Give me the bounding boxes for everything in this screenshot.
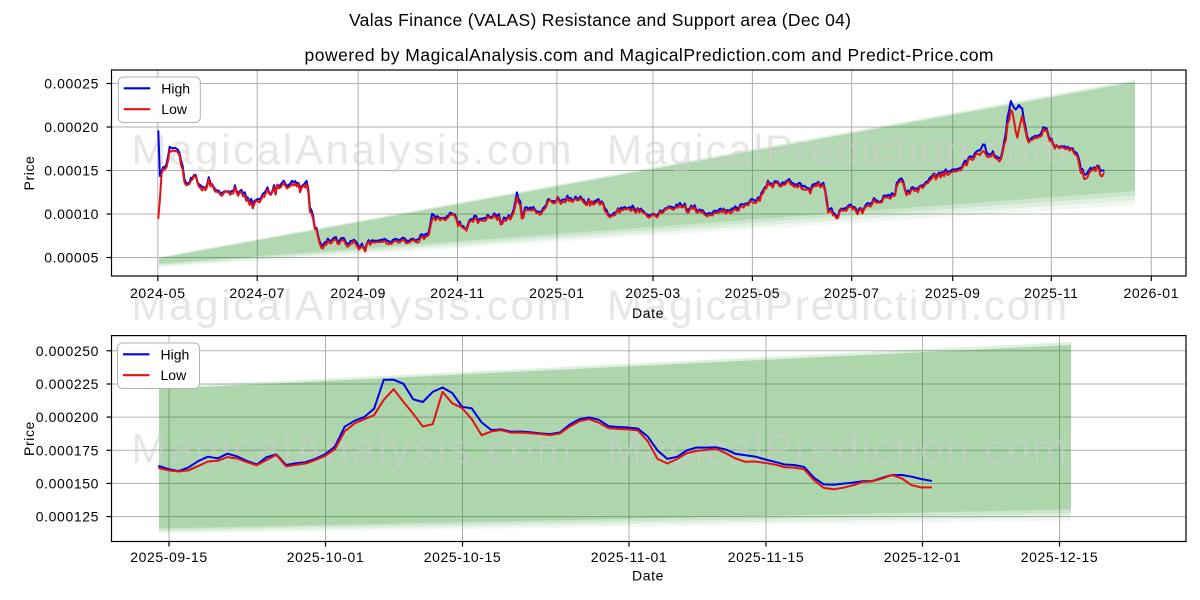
svg-text:2025-09-15: 2025-09-15 — [130, 549, 208, 565]
svg-text:Valas Finance (VALAS) Resistan: Valas Finance (VALAS) Resistance and Sup… — [349, 10, 851, 30]
svg-text:MagicalPrediction.com: MagicalPrediction.com — [607, 425, 1067, 472]
svg-text:2025-10-01: 2025-10-01 — [287, 549, 365, 565]
svg-text:2025-12-15: 2025-12-15 — [1021, 549, 1099, 565]
svg-text:MagicalAnalysis.com: MagicalAnalysis.com — [132, 425, 572, 472]
svg-text:2024-11: 2024-11 — [430, 285, 485, 301]
svg-text:Date: Date — [632, 305, 664, 321]
svg-text:MagicalPrediction.com: MagicalPrediction.com — [607, 281, 1067, 328]
svg-text:Price: Price — [21, 421, 37, 456]
svg-text:2025-07: 2025-07 — [824, 285, 880, 301]
svg-text:2025-12-01: 2025-12-01 — [884, 549, 962, 565]
svg-text:0.000225: 0.000225 — [36, 376, 99, 392]
svg-text:2024-09: 2024-09 — [330, 285, 386, 301]
svg-text:Low: Low — [161, 101, 188, 117]
svg-text:2024-05: 2024-05 — [130, 285, 186, 301]
svg-text:2025-11: 2025-11 — [1024, 285, 1079, 301]
svg-text:0.000200: 0.000200 — [36, 409, 99, 425]
svg-text:2025-11-01: 2025-11-01 — [591, 549, 668, 565]
svg-text:0.00005: 0.00005 — [44, 250, 99, 266]
svg-text:2024-07: 2024-07 — [229, 285, 285, 301]
svg-text:powered by MagicalAnalysis.com: powered by MagicalAnalysis.com and Magic… — [305, 45, 994, 65]
svg-text:High: High — [161, 80, 190, 96]
svg-text:2025-03: 2025-03 — [625, 285, 681, 301]
svg-text:2025-11-15: 2025-11-15 — [728, 549, 805, 565]
svg-text:2025-10-15: 2025-10-15 — [424, 549, 502, 565]
svg-text:0.000125: 0.000125 — [36, 509, 99, 525]
svg-text:Low: Low — [161, 367, 188, 383]
svg-text:2026-01: 2026-01 — [1124, 285, 1180, 301]
svg-text:0.00010: 0.00010 — [44, 206, 99, 222]
svg-text:0.00025: 0.00025 — [44, 76, 99, 92]
svg-text:High: High — [161, 346, 190, 362]
svg-text:0.00015: 0.00015 — [44, 163, 99, 179]
svg-text:Price: Price — [21, 156, 37, 191]
svg-text:2025-01: 2025-01 — [529, 285, 585, 301]
svg-text:0.000175: 0.000175 — [36, 442, 99, 458]
svg-text:Date: Date — [632, 568, 664, 584]
svg-text:0.000250: 0.000250 — [36, 343, 99, 359]
svg-text:MagicalAnalysis.com: MagicalAnalysis.com — [132, 126, 572, 173]
svg-text:0.00020: 0.00020 — [44, 119, 99, 135]
svg-text:2025-05: 2025-05 — [725, 285, 781, 301]
svg-text:MagicalAnalysis.com: MagicalAnalysis.com — [132, 281, 572, 328]
svg-text:2025-09: 2025-09 — [925, 285, 981, 301]
svg-text:0.000150: 0.000150 — [36, 475, 99, 491]
svg-text:MagicalPrediction.com: MagicalPrediction.com — [607, 126, 1067, 173]
